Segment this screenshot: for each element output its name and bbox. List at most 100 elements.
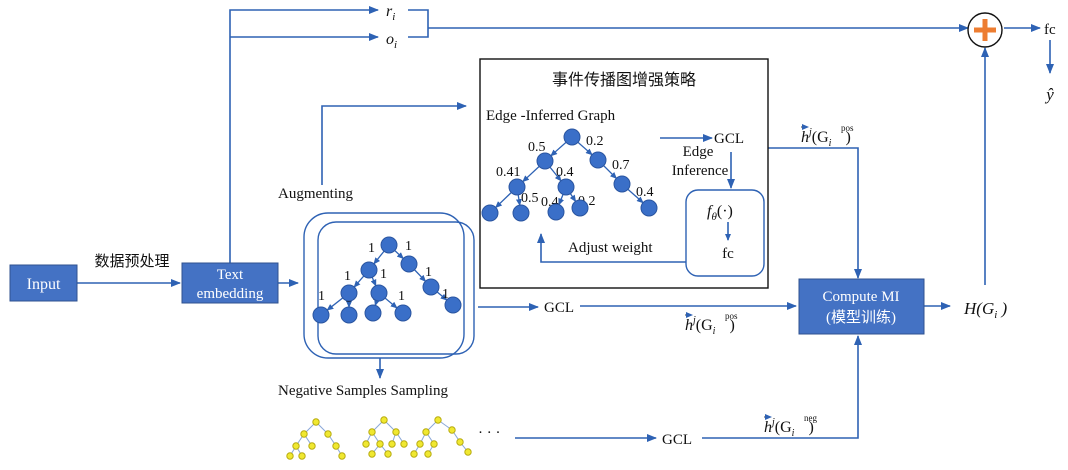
edge-weight-label: 1 — [398, 289, 405, 304]
edge-weight-label: 0.4 — [556, 165, 574, 180]
tree-node — [340, 306, 358, 324]
tree-node — [547, 203, 565, 221]
augmentation-strategy-box — [479, 58, 769, 289]
h-pos-upper-label: hj(Gi) pos — [801, 123, 854, 149]
tree-node — [312, 306, 330, 324]
edge-inferred-graph-label: Edge -Inferred Graph — [486, 108, 616, 124]
edge-weight-label: 0.7 — [612, 158, 630, 173]
edge-weight-label: 1 — [442, 287, 449, 302]
arrow-adjust-weight — [537, 233, 686, 263]
tree-node — [292, 442, 300, 450]
edge-weight-label: 0.5 — [528, 140, 546, 155]
compute-mi-label-1: Compute MI — [822, 289, 899, 305]
tree-node — [338, 452, 346, 460]
tree-node — [613, 175, 631, 193]
input-label: Input — [27, 276, 61, 293]
tree-node — [640, 199, 658, 217]
svg-text:hj(Gi): hj(Gi) — [685, 315, 735, 337]
edge-inferred-tree: 0.5 0.20.41 0.4 0.70.5 0.4 0.20.4 — [481, 128, 658, 222]
strategy-title: 事件传播图增强策略 — [552, 71, 696, 89]
gcl-main-label: GCL — [544, 300, 574, 316]
tree-node — [324, 430, 332, 438]
text-embedding-box — [181, 262, 279, 304]
y-hat-label: ŷ — [1044, 85, 1054, 104]
tree-node — [332, 442, 340, 450]
edge-inference-label-2: Inference — [672, 163, 729, 179]
edge-weight-label: 0.5 — [521, 191, 539, 206]
r-i-label: ri — [386, 3, 395, 23]
preprocess-label: 数据预处理 — [94, 253, 169, 270]
tree-node — [430, 440, 438, 448]
compute-mi-box — [798, 278, 925, 335]
edge-weight-label: 1 — [405, 239, 412, 254]
tree-node — [388, 440, 396, 448]
f-theta-box — [685, 189, 765, 277]
graph-frame-outer — [303, 212, 465, 359]
negative-sampling-label: Negative Samples Sampling — [278, 383, 448, 399]
edge-weight-label: 0.41 — [496, 165, 521, 180]
arrow-neggcl-to-mi — [702, 335, 862, 439]
adjust-weight-label: Adjust weight — [568, 240, 653, 256]
graph-frame-inner — [317, 221, 475, 355]
compute-mi-label-2: (模型训练) — [826, 309, 896, 326]
o-i-label: oi — [386, 31, 397, 51]
tree-node — [286, 452, 294, 460]
tree-node — [360, 261, 378, 279]
text-embedding-label-2: embedding — [197, 286, 264, 302]
plus-icon — [974, 19, 996, 41]
svg-text:pos: pos — [725, 311, 738, 321]
bracket-r-o — [408, 9, 429, 38]
original-propagation-tree: 1111111111 — [312, 236, 462, 324]
input-box — [9, 264, 78, 302]
tree-node — [422, 428, 430, 436]
edge-weight-label: 1 — [368, 241, 375, 256]
tree-node — [434, 416, 442, 424]
tree-node — [422, 278, 440, 296]
edge-weight-label: 1 — [380, 267, 387, 282]
tree-node — [448, 426, 456, 434]
tree-node — [512, 204, 530, 222]
tree-node — [380, 236, 398, 254]
tree-node — [394, 304, 412, 322]
fc-output-label: fc — [1044, 22, 1056, 38]
arrow-to-r — [229, 6, 379, 263]
tree-node — [370, 284, 388, 302]
edge-weight-label: 0.4 — [636, 185, 654, 200]
tree-node — [563, 128, 581, 146]
svg-text:hj(Gi): hj(Gi) — [764, 417, 814, 439]
flow-arrows — [77, 6, 1054, 442]
tree-node — [589, 151, 607, 169]
tree-node — [392, 428, 400, 436]
tree-node — [380, 416, 388, 424]
arrow-augmenting — [321, 102, 467, 185]
tree-node — [424, 450, 432, 458]
tree-node — [536, 152, 554, 170]
tree-node — [300, 430, 308, 438]
svg-text:hj(Gi): hj(Gi) — [801, 127, 851, 149]
augmenting-label: Augmenting — [278, 186, 353, 202]
tree-node — [376, 440, 384, 448]
tree-node — [364, 304, 382, 322]
tree-node — [400, 440, 408, 448]
tree-node — [508, 178, 526, 196]
edge-weight-label: 1 — [425, 265, 432, 280]
tree-node — [384, 450, 392, 458]
tree-node — [571, 199, 589, 217]
tree-node — [298, 452, 306, 460]
tree-node — [410, 450, 418, 458]
tree-node — [312, 418, 320, 426]
h-neg-label: hj(Gi) neg — [764, 413, 817, 439]
f-theta-label: fθ(·) — [707, 203, 733, 223]
h-pos-lower-label: hj(Gi) pos — [685, 311, 738, 337]
tree-node — [416, 440, 424, 448]
edge-weight-label: 0.2 — [586, 134, 604, 149]
svg-text:neg: neg — [804, 413, 817, 423]
text-embedding-label-1: Text — [217, 267, 244, 283]
tree-node — [340, 284, 358, 302]
tree-node — [481, 204, 499, 222]
tree-node — [444, 296, 462, 314]
edge-weight-label: 1 — [344, 269, 351, 284]
edge-weight-label: 1 — [318, 289, 325, 304]
